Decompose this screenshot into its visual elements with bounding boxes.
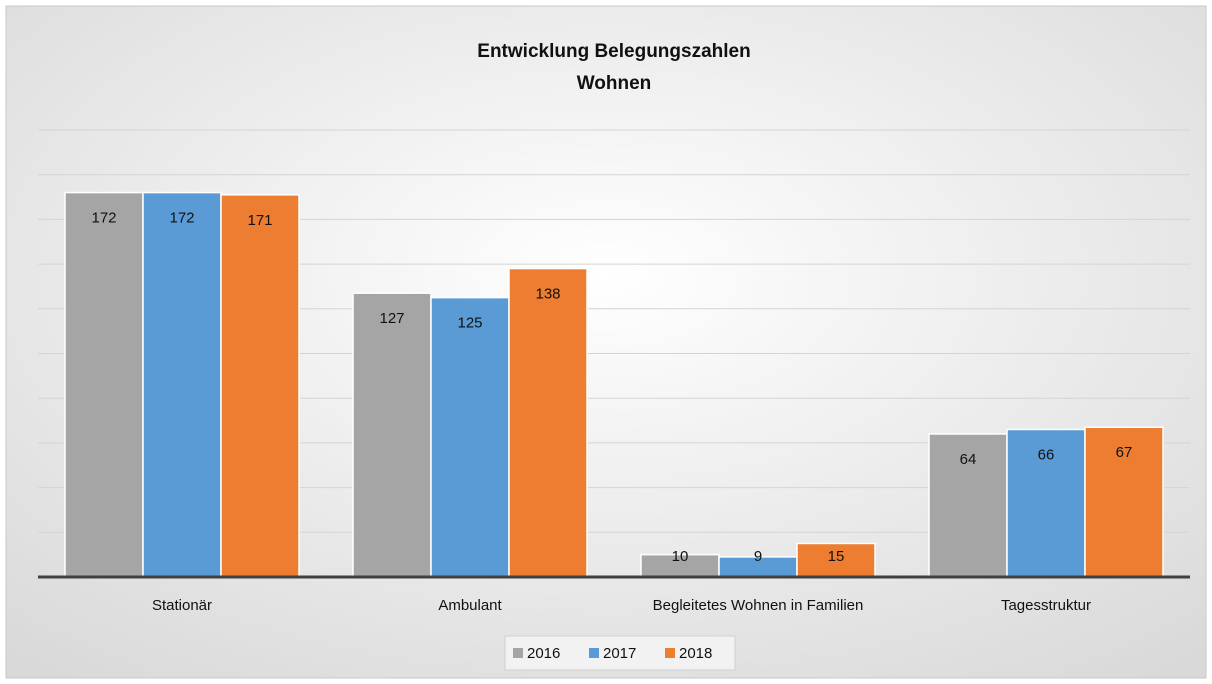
- bar: [508, 267, 588, 578]
- legend-label: 2017: [603, 645, 636, 662]
- bar: [796, 542, 876, 578]
- x-tick-label: Tagesstruktur: [1001, 597, 1091, 614]
- x-tick-label: Ambulant: [438, 597, 502, 614]
- legend: [504, 635, 736, 671]
- legend-swatch: [513, 648, 523, 658]
- data-label: 64: [960, 451, 977, 468]
- data-label: 125: [457, 315, 482, 332]
- bar: [64, 191, 144, 578]
- bar: [142, 191, 222, 578]
- data-label: 67: [1116, 444, 1133, 461]
- legend-label: 2018: [679, 645, 712, 662]
- bar: [1084, 426, 1164, 578]
- bar: [352, 292, 432, 578]
- x-tick-label: Stationär: [152, 597, 212, 614]
- bar: [220, 194, 300, 578]
- data-label: 172: [91, 210, 116, 227]
- data-label: 171: [247, 212, 272, 229]
- data-label: 10: [672, 548, 689, 565]
- chart-title: Entwicklung Belegungszahlen: [477, 41, 750, 62]
- legend-label: 2016: [527, 645, 560, 662]
- legend-swatch: [665, 648, 675, 658]
- chart-title: Wohnen: [577, 73, 652, 94]
- x-tick-label: Begleitetes Wohnen in Familien: [653, 597, 864, 614]
- legend-swatch: [589, 648, 599, 658]
- data-label: 138: [535, 286, 560, 303]
- data-label: 9: [754, 548, 762, 565]
- bar: [430, 296, 510, 578]
- data-label: 15: [828, 548, 845, 565]
- data-label: 66: [1038, 446, 1055, 463]
- data-label: 172: [169, 210, 194, 227]
- data-label: 127: [379, 310, 404, 327]
